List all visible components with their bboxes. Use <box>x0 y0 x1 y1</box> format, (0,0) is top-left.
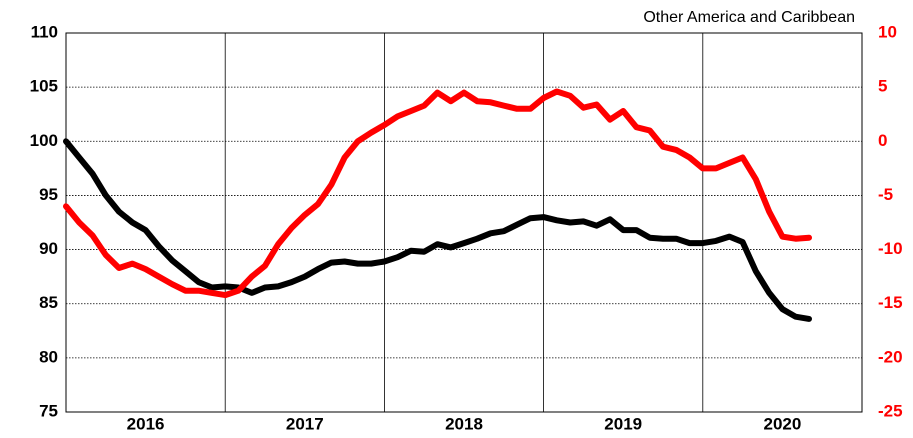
y2-tick-label: 5 <box>878 77 887 96</box>
y-tick-label: 80 <box>39 347 58 366</box>
x-tick-label: 2019 <box>604 414 642 433</box>
y-tick-label: 95 <box>39 185 58 204</box>
y2-tick-label: 0 <box>878 131 887 150</box>
y2-tick-label: -10 <box>878 239 903 258</box>
y2-tick-label: -15 <box>878 293 903 312</box>
series-line <box>63 88 812 299</box>
y-tick-label: 90 <box>39 239 58 258</box>
y-tick-label: 75 <box>39 401 58 420</box>
x-tick-label: 2016 <box>127 414 165 433</box>
y2-tick-label: 10 <box>878 22 897 41</box>
x-tick-label: 2018 <box>445 414 483 433</box>
y-tick-label: 105 <box>30 77 58 96</box>
y-tick-label: 110 <box>31 22 58 41</box>
plot-frame <box>65 32 863 413</box>
y-tick-label: 100 <box>30 131 58 150</box>
chart-title: Other America and Caribbean <box>643 9 855 26</box>
x-tick-label: 2020 <box>763 414 801 433</box>
series-line <box>63 138 812 322</box>
x-tick-label: 2017 <box>286 414 324 433</box>
y2-tick-label: -5 <box>878 185 893 204</box>
y-tick-label: 85 <box>39 293 58 312</box>
y2-tick-label: -20 <box>878 347 903 366</box>
y2-tick-label: -25 <box>878 401 903 420</box>
